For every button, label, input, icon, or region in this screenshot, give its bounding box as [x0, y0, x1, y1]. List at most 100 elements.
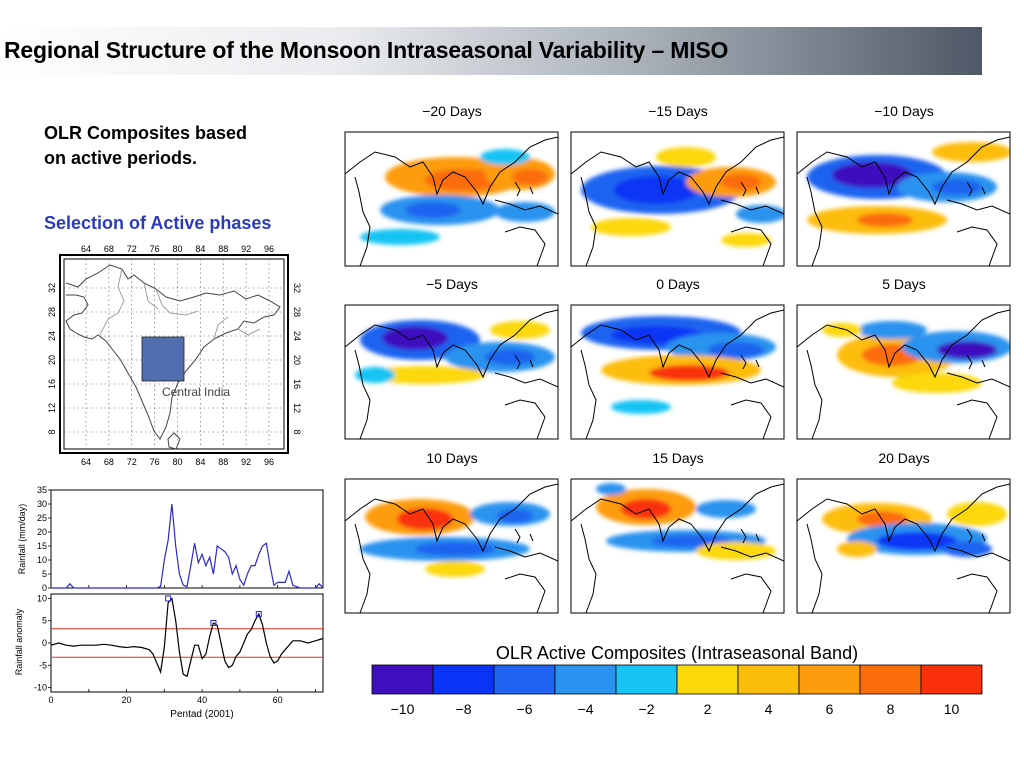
lon-tick-label: 64 [81, 457, 91, 467]
lat-tick-label: 24 [292, 331, 302, 341]
panel-title: 0 Days [656, 276, 700, 292]
olr-anomaly-field [807, 142, 1010, 234]
lat-tick-label: 20 [47, 355, 57, 365]
lat-ticks-right: 32 28 24 20 16 12 8 [292, 283, 302, 435]
olr-heading-line1: OLR Composites based [44, 123, 248, 143]
y-tick-label: 20 [37, 527, 47, 537]
olr-anomaly-blob [837, 541, 877, 557]
olr-heading-line2: on active periods. [44, 148, 198, 168]
panel-title: 15 Days [652, 450, 704, 466]
composite-panel [344, 478, 559, 614]
lon-tick-label: 92 [241, 244, 251, 254]
anomaly-threshold-lines [51, 628, 323, 658]
colorbar-label: −4 [578, 701, 594, 717]
anomaly-yticks: 10 5 0 -5 -10 [34, 593, 51, 693]
olr-anomaly-blob [355, 367, 395, 383]
panel-frame [796, 131, 1011, 267]
coastline [797, 483, 1010, 613]
coastline [571, 309, 784, 439]
y-tick-label: 15 [37, 541, 47, 551]
olr-anomaly-blob [591, 218, 671, 236]
active-phase-marker [165, 595, 172, 602]
y-tick-label: 0 [42, 583, 47, 593]
olr-anomaly-blob [596, 483, 626, 495]
lat-tick-label: 28 [47, 307, 57, 317]
panel-title: −20 Days [422, 103, 482, 119]
coastline [797, 309, 1010, 439]
colorbar: −10 −8 −6 −4 −2 2 4 6 8 10 [371, 664, 983, 717]
composite-panel [796, 304, 1011, 440]
lat-tick-label: 28 [292, 307, 302, 317]
lon-tick-label: 76 [150, 244, 160, 254]
colorbar-label: −10 [391, 701, 415, 717]
lon-tick-label: 80 [172, 457, 182, 467]
olr-anomaly-blob [614, 176, 698, 204]
y-tick-label: 30 [37, 499, 47, 509]
anomaly-series [50, 597, 324, 678]
x-tick-label: 20 [122, 695, 132, 705]
olr-anomaly-blob [425, 561, 485, 577]
lat-tick-label: 12 [47, 403, 57, 413]
lat-ticks-left: 32 28 24 20 16 12 8 [47, 283, 57, 435]
y-tick-label: 5 [42, 616, 47, 626]
x-tick-label: 0 [48, 695, 53, 705]
region-label: Central India [162, 385, 230, 399]
olr-anomaly-blob [937, 341, 997, 359]
anomaly-xticks: 0 20 40 60 [48, 689, 316, 705]
rainfall-chart: Rainfall (mm/day) 0 5 10 15 20 25 30 35 [17, 485, 324, 593]
anomaly-ylabel: Rainfall anomaly [14, 608, 24, 675]
lat-tick-label: 32 [47, 283, 57, 293]
colorbar-label: 4 [765, 701, 773, 717]
olr-anomaly-blob [360, 229, 440, 245]
lon-tick-label: 76 [150, 457, 160, 467]
panel-frame [570, 131, 785, 267]
lat-tick-label: 8 [47, 429, 57, 434]
colorbar-cell [432, 664, 495, 695]
olr-anomaly-blob [512, 169, 548, 185]
rainfall-plot-frame [50, 489, 324, 589]
colorbar-title: OLR Active Composites (Intraseasonal Ban… [495, 643, 859, 663]
panel-title: 20 Days [878, 450, 930, 466]
colorbar-cell [737, 664, 800, 695]
active-phase-marker [255, 611, 262, 618]
olr-anomaly-field [581, 147, 784, 247]
map-gridlines [64, 259, 284, 449]
olr-heading: OLR Composites based on active periods. [44, 121, 247, 171]
olr-anomaly-blob [721, 233, 771, 247]
lon-tick-label: 92 [241, 457, 251, 467]
lon-tick-label: 68 [104, 457, 114, 467]
lon-tick-label: 88 [218, 244, 228, 254]
olr-anomaly-blob [649, 365, 729, 381]
olr-anomaly-field [355, 320, 555, 384]
colorbar-label: −6 [517, 701, 533, 717]
composite-panel [344, 304, 559, 440]
lon-tick-label: 96 [264, 457, 274, 467]
y-tick-label: 10 [37, 593, 47, 603]
panel-title: −5 Days [426, 276, 478, 292]
colorbar-label: 10 [944, 701, 960, 717]
composite-panel [796, 478, 1011, 614]
lon-tick-label: 72 [127, 457, 137, 467]
central-india-region [141, 336, 185, 382]
y-tick-label: 0 [42, 638, 47, 648]
lat-tick-label: 32 [292, 283, 302, 293]
coastline [797, 136, 1010, 266]
y-tick-label: 25 [37, 513, 47, 523]
colorbar-cell [920, 664, 983, 695]
olr-anomaly-blob [405, 202, 461, 218]
olr-anomaly-blob [832, 162, 912, 188]
rainfall-series [51, 503, 324, 589]
lat-tick-label: 16 [47, 379, 57, 389]
olr-anomaly-blob [415, 542, 495, 556]
olr-anomaly-blob [892, 373, 982, 393]
rainfall-yticks: 0 5 10 15 20 25 30 35 [37, 485, 51, 593]
olr-anomaly-blob [365, 366, 485, 384]
lat-tick-label: 24 [47, 331, 57, 341]
olr-anomaly-field [596, 483, 776, 560]
olr-anomaly-blob [621, 499, 671, 519]
y-tick-label: 35 [37, 485, 47, 495]
anomaly-chart: Rainfall anomaly 10 5 0 -5 -10 0 20 40 60 Penta… [14, 593, 324, 720]
panel-frame [344, 304, 559, 440]
anomaly-xlabel: Pentad (2001) [170, 709, 233, 720]
